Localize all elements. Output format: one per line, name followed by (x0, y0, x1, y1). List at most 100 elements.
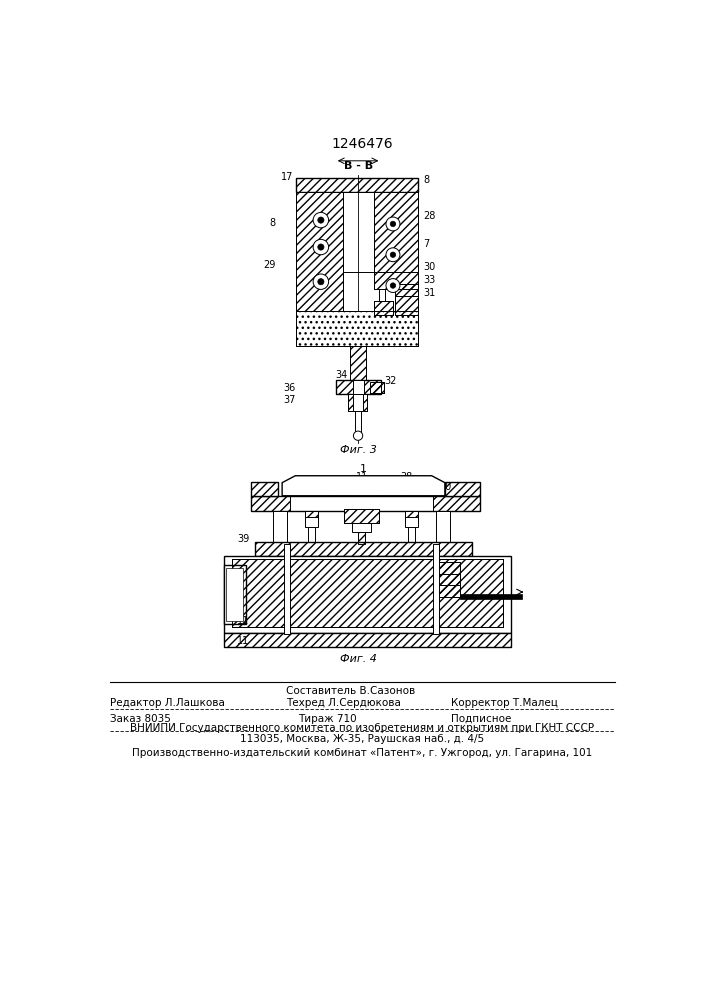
Bar (353, 394, 363, 411)
Bar (273, 511, 287, 544)
Bar (436, 511, 450, 544)
Text: 11: 11 (237, 636, 250, 646)
Bar (373, 272, 418, 289)
Circle shape (386, 248, 400, 262)
Bar (251, 496, 480, 511)
Text: 7: 7 (423, 239, 429, 249)
Text: 30: 30 (423, 262, 436, 272)
Bar (437, 562, 460, 574)
Bar (296, 178, 418, 192)
Bar (371, 482, 433, 496)
Bar (371, 482, 433, 496)
Circle shape (354, 431, 363, 440)
Text: 36: 36 (284, 383, 296, 393)
Text: 8: 8 (423, 175, 429, 185)
Circle shape (317, 279, 324, 285)
Bar (251, 496, 290, 511)
Bar (408, 527, 416, 544)
Bar (337, 380, 380, 394)
Text: 12: 12 (317, 476, 329, 486)
Bar (395, 296, 418, 315)
Bar (351, 346, 366, 380)
Text: Тираж 710: Тираж 710 (298, 714, 356, 724)
Bar (296, 311, 418, 346)
Bar (395, 296, 418, 315)
Bar (255, 542, 472, 556)
Bar (232, 559, 503, 627)
Bar (373, 272, 418, 289)
Text: 28: 28 (423, 211, 436, 221)
Bar (321, 482, 352, 496)
Circle shape (313, 274, 329, 289)
Bar (445, 482, 480, 496)
Bar (433, 496, 480, 511)
Circle shape (317, 244, 324, 250)
Bar (255, 542, 472, 556)
Bar (352, 523, 371, 532)
Bar (224, 556, 510, 633)
Text: B - B: B - B (344, 161, 373, 171)
Text: Техред Л.Сердюкова: Техред Л.Сердюкова (286, 698, 401, 708)
Text: 38: 38 (401, 472, 413, 482)
Bar (284, 544, 290, 634)
Text: 113035, Москва, Ж-35, Раушская наб., д. 4/5: 113035, Москва, Ж-35, Раушская наб., д. … (240, 734, 484, 744)
Text: Корректор Т.Малец: Корректор Т.Малец (451, 698, 558, 708)
Bar (251, 482, 279, 496)
Circle shape (313, 212, 329, 228)
Bar (308, 527, 315, 544)
Text: 29: 29 (264, 260, 276, 270)
Bar (343, 192, 373, 272)
Text: 17: 17 (281, 172, 293, 182)
Text: 31: 31 (423, 288, 436, 298)
Bar (354, 380, 363, 394)
Bar (395, 284, 418, 296)
Circle shape (390, 252, 396, 257)
Text: Фиг. 3: Фиг. 3 (339, 445, 377, 455)
Text: 32: 32 (385, 376, 397, 386)
Bar (358, 532, 365, 544)
Bar (379, 289, 385, 312)
Bar (348, 394, 368, 411)
Bar (232, 559, 503, 627)
Bar (445, 482, 480, 496)
Bar (370, 382, 384, 393)
Text: Подписное: Подписное (451, 714, 511, 724)
Bar (351, 346, 366, 380)
Bar (370, 382, 384, 393)
Bar (344, 509, 379, 523)
Text: Производственно-издательский комбинат «Патент», г. Ужгород, ул. Гагарина, 101: Производственно-издательский комбинат «П… (132, 748, 592, 758)
Text: 11: 11 (356, 472, 368, 482)
Text: 34: 34 (335, 370, 347, 380)
Bar (305, 511, 317, 517)
Circle shape (313, 239, 329, 255)
Text: 1: 1 (360, 464, 367, 474)
Bar (433, 544, 440, 634)
Bar (251, 482, 279, 496)
Bar (373, 192, 418, 272)
Text: ВНИИПИ Государственного комитета по изобретениям и открытиям при ГКНТ СССР: ВНИИПИ Государственного комитета по изоб… (130, 723, 594, 733)
Circle shape (386, 279, 400, 292)
Bar (296, 311, 418, 346)
Text: Фиг. 4: Фиг. 4 (339, 654, 377, 664)
Text: Заказ 8035: Заказ 8035 (110, 714, 171, 724)
Bar (224, 565, 246, 624)
Bar (373, 301, 393, 315)
Circle shape (390, 221, 396, 227)
Text: 33: 33 (423, 275, 436, 285)
Bar (437, 585, 460, 597)
Bar (305, 511, 317, 527)
Bar (437, 574, 460, 585)
Text: 8: 8 (270, 218, 276, 228)
Circle shape (317, 217, 324, 223)
Bar (344, 509, 379, 523)
Bar (296, 192, 343, 311)
Text: Составитель В.Сазонов: Составитель В.Сазонов (286, 686, 415, 696)
Bar (437, 585, 460, 597)
Bar (405, 511, 418, 527)
Bar (348, 394, 368, 411)
Bar (226, 568, 243, 620)
Bar (405, 511, 418, 517)
Bar (395, 284, 418, 296)
Bar (373, 192, 418, 272)
Bar (355, 411, 361, 434)
